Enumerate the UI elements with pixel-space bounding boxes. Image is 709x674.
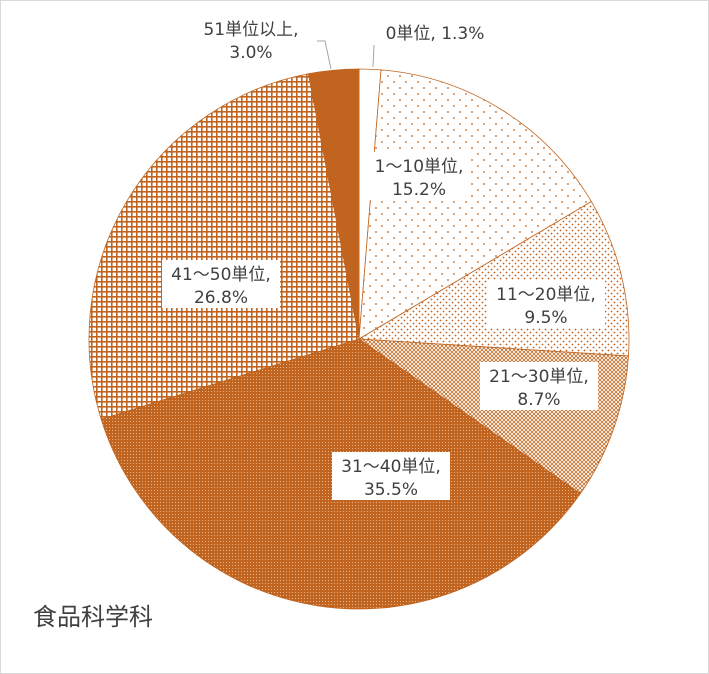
- data-label-background: [370, 22, 500, 44]
- data-label-background: [368, 152, 470, 200]
- pie-slices: [88, 68, 630, 610]
- data-label-background: [487, 280, 605, 328]
- data-label: 21～30単位, 8.7%: [489, 367, 589, 410]
- department-label: 食品科学科: [33, 603, 153, 631]
- leader-line: [317, 40, 332, 70]
- pie-slice: [307, 68, 360, 340]
- leader-line: [372, 44, 375, 68]
- data-label: 0単位, 1.3%: [386, 24, 485, 44]
- data-label: 51単位以上, 3.0%: [203, 20, 298, 63]
- data-label-background: [332, 452, 450, 500]
- leader-lines: [317, 40, 375, 70]
- pie-slice: [358, 69, 592, 340]
- data-label: 31～40単位, 35.5%: [341, 457, 441, 500]
- data-label-background: [480, 362, 598, 410]
- data-label-background: [195, 15, 307, 63]
- data-label: 41～50単位, 26.8%: [171, 265, 271, 308]
- data-label: 1～10単位, 15.2%: [375, 157, 464, 200]
- data-labels: 0単位, 1.3% 1～10単位, 15.2% 11～20単位, 9.5% 21～30単位…: [162, 15, 605, 500]
- data-label-background: [162, 260, 280, 308]
- pie-slice: [88, 73, 360, 420]
- data-label: 11～20単位, 9.5%: [496, 285, 596, 328]
